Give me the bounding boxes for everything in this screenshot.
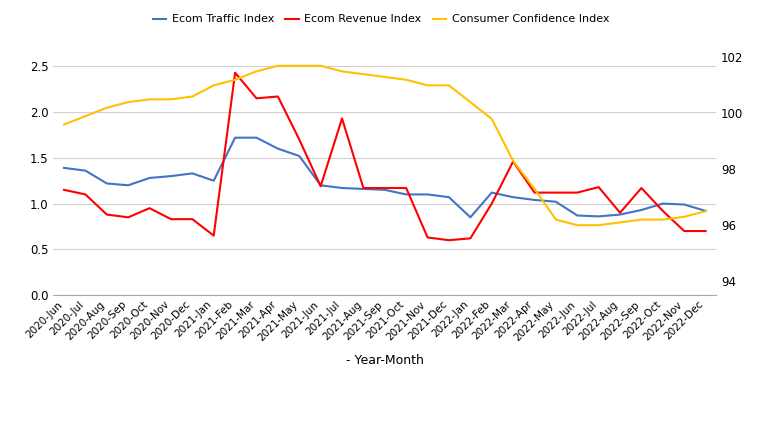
Ecom Traffic Index (380, 187, 389, 192)
Ecom Revenue Index (658, 208, 668, 214)
Consumer Confidence Index (145, 97, 154, 102)
Consumer Confidence Index (166, 97, 175, 102)
Ecom Revenue Index (680, 228, 689, 233)
Ecom Traffic Index (359, 186, 368, 191)
Consumer Confidence Index (274, 63, 283, 69)
Consumer Confidence Index (295, 63, 304, 69)
Ecom Revenue Index (231, 70, 240, 75)
Line: Ecom Revenue Index: Ecom Revenue Index (64, 72, 706, 240)
Consumer Confidence Index (252, 69, 261, 74)
Ecom Traffic Index (616, 212, 625, 217)
Consumer Confidence Index (423, 83, 432, 88)
Ecom Revenue Index (274, 94, 283, 99)
Ecom Traffic Index (658, 201, 668, 206)
Ecom Traffic Index (573, 213, 582, 218)
Ecom Revenue Index (295, 137, 304, 142)
Ecom Revenue Index (359, 185, 368, 191)
Ecom Revenue Index (423, 235, 432, 240)
Ecom Revenue Index (145, 206, 154, 211)
Ecom Traffic Index (145, 175, 154, 181)
Ecom Traffic Index (187, 171, 197, 176)
Consumer Confidence Index (187, 94, 197, 99)
Consumer Confidence Index (637, 217, 646, 222)
Ecom Revenue Index (316, 184, 325, 189)
Ecom Revenue Index (530, 190, 539, 195)
Ecom Revenue Index (166, 217, 175, 222)
Ecom Traffic Index (102, 181, 111, 186)
Consumer Confidence Index (209, 83, 218, 88)
Ecom Revenue Index (487, 201, 496, 206)
Ecom Traffic Index (59, 165, 69, 171)
Ecom Revenue Index (380, 185, 389, 191)
Ecom Revenue Index (444, 237, 453, 243)
Ecom Revenue Index (552, 190, 561, 195)
Consumer Confidence Index (508, 158, 517, 164)
Consumer Confidence Index (530, 186, 539, 191)
Consumer Confidence Index (81, 114, 90, 119)
Ecom Revenue Index (466, 236, 475, 241)
Ecom Revenue Index (616, 210, 625, 215)
Ecom Traffic Index (508, 194, 517, 200)
Ecom Traffic Index (444, 194, 453, 200)
Consumer Confidence Index (123, 99, 133, 105)
Ecom Traffic Index (466, 215, 475, 220)
Consumer Confidence Index (573, 223, 582, 228)
Ecom Traffic Index (81, 168, 90, 173)
Consumer Confidence Index (102, 105, 111, 110)
Consumer Confidence Index (616, 220, 625, 225)
Ecom Revenue Index (59, 187, 69, 192)
Ecom Traffic Index (123, 183, 133, 188)
Consumer Confidence Index (487, 116, 496, 122)
Ecom Traffic Index (209, 178, 218, 183)
Ecom Revenue Index (102, 212, 111, 217)
Ecom Revenue Index (594, 184, 604, 190)
Consumer Confidence Index (552, 217, 561, 222)
Ecom Traffic Index (423, 192, 432, 197)
Ecom Traffic Index (487, 190, 496, 195)
Ecom Traffic Index (295, 153, 304, 158)
Ecom Revenue Index (123, 215, 133, 220)
Ecom Traffic Index (594, 214, 604, 219)
Ecom Revenue Index (338, 116, 347, 121)
Ecom Traffic Index (338, 185, 347, 191)
Ecom Traffic Index (316, 183, 325, 188)
Ecom Revenue Index (209, 233, 218, 238)
Line: Ecom Traffic Index: Ecom Traffic Index (64, 138, 706, 217)
Ecom Revenue Index (637, 185, 646, 191)
Ecom Traffic Index (530, 197, 539, 203)
Ecom Revenue Index (81, 192, 90, 197)
Consumer Confidence Index (59, 122, 69, 127)
Consumer Confidence Index (594, 223, 604, 228)
Ecom Revenue Index (252, 96, 261, 101)
Legend: Ecom Traffic Index, Ecom Revenue Index, Consumer Confidence Index: Ecom Traffic Index, Ecom Revenue Index, … (149, 10, 613, 29)
Ecom Traffic Index (274, 146, 283, 151)
Consumer Confidence Index (380, 74, 389, 79)
Consumer Confidence Index (359, 72, 368, 77)
Ecom Traffic Index (701, 208, 710, 214)
Consumer Confidence Index (338, 69, 347, 74)
Consumer Confidence Index (316, 63, 325, 69)
Consumer Confidence Index (466, 99, 475, 105)
Ecom Traffic Index (231, 135, 240, 140)
Ecom Traffic Index (252, 135, 261, 140)
Consumer Confidence Index (658, 217, 668, 222)
Ecom Traffic Index (166, 174, 175, 179)
Line: Consumer Confidence Index: Consumer Confidence Index (64, 66, 706, 225)
Consumer Confidence Index (402, 77, 411, 82)
Consumer Confidence Index (701, 209, 710, 214)
Ecom Traffic Index (637, 207, 646, 213)
X-axis label: - Year-Month: - Year-Month (346, 354, 424, 367)
Ecom Traffic Index (552, 199, 561, 204)
Ecom Traffic Index (402, 192, 411, 197)
Ecom Traffic Index (680, 202, 689, 207)
Consumer Confidence Index (444, 83, 453, 88)
Ecom Revenue Index (573, 190, 582, 195)
Ecom Revenue Index (701, 228, 710, 233)
Ecom Revenue Index (402, 185, 411, 191)
Consumer Confidence Index (231, 77, 240, 82)
Consumer Confidence Index (680, 214, 689, 220)
Ecom Revenue Index (508, 159, 517, 164)
Ecom Revenue Index (187, 217, 197, 222)
